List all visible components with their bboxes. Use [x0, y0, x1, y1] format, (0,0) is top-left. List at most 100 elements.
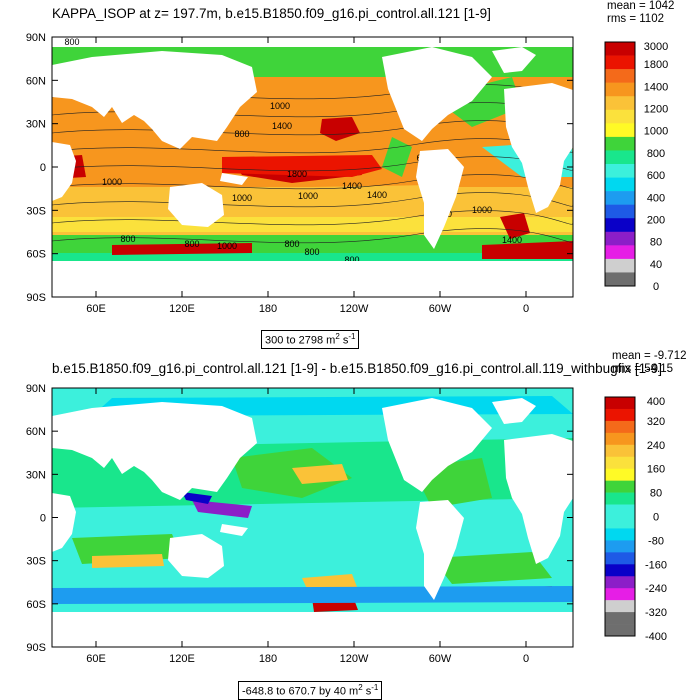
colorbar-swatch: [605, 588, 635, 601]
colorbar-label: -160: [645, 559, 667, 571]
panel2-colorbar: 400 320 240 160 80 0 -80 -160 -240 -320 -400: [604, 396, 667, 643]
land-1: [52, 402, 257, 500]
lon-tick-label: 120W: [340, 653, 369, 665]
field-region-6: [92, 554, 164, 568]
colorbar-label: 3000: [644, 41, 668, 53]
contour-label: 800: [120, 234, 135, 244]
contour-label: 800: [184, 239, 199, 249]
colorbar-swatch: [605, 624, 635, 637]
lon-tick-label: 120E: [169, 653, 195, 665]
panel1-mean: mean = 1042: [607, 0, 675, 12]
colorbar-swatch: [605, 600, 635, 613]
contour-label: 1400: [367, 190, 387, 200]
colorbar-swatch: [605, 245, 635, 260]
colorbar-swatch: [605, 456, 635, 469]
field-region-11: [52, 586, 573, 604]
lat-tick-label: 30S: [26, 556, 46, 568]
contour-label: 1000: [472, 205, 492, 215]
contour-label: 1000: [232, 193, 252, 203]
contour-line: [52, 210, 573, 226]
colorbar-swatch: [605, 552, 635, 565]
colorbar-swatch: [605, 82, 635, 97]
field-region-4: [292, 464, 348, 484]
colorbar-swatch: [605, 42, 635, 56]
field-region-16: [112, 243, 252, 255]
colorbar-swatch: [605, 123, 635, 138]
colorbar-swatch: [605, 258, 635, 273]
colorbar-swatch: [605, 69, 635, 83]
contour-line: [52, 192, 573, 208]
colorbar-swatch: [605, 432, 635, 446]
land-4: [220, 524, 248, 536]
colorbar-frame: [604, 41, 636, 287]
contour-label: 800: [234, 129, 249, 139]
panel2-mean: mean = -9.712: [612, 350, 687, 362]
colorbar-label: -80: [648, 535, 664, 547]
land-4: [220, 173, 248, 185]
land-antarctica-mask: [52, 614, 573, 647]
lat-tick-label: 60S: [26, 249, 46, 261]
colorbar-label: 320: [647, 416, 665, 428]
panel2-field: [52, 388, 573, 647]
colorbar-swatch: [605, 492, 635, 505]
lon-tick-label: 0: [523, 303, 529, 315]
colorbar-swatch: [605, 468, 635, 481]
field-region-13: [182, 492, 212, 504]
field-region-2: [232, 448, 352, 498]
lat-tick-label: 0: [40, 162, 46, 174]
colorbar-label: 1800: [644, 59, 668, 71]
colorbar-frame: [604, 396, 636, 637]
colorbar-swatch: [605, 231, 635, 246]
field-region-9: [500, 213, 530, 239]
colorbar-swatch: [605, 164, 635, 178]
colorbar-label: 0: [653, 281, 659, 293]
land-5: [382, 47, 492, 141]
land-7: [416, 149, 464, 249]
panel2-range-unit: s: [362, 685, 372, 698]
land-6: [492, 398, 536, 424]
lat-tick-label: 30N: [26, 119, 46, 131]
field-region-10: [312, 185, 448, 209]
colorbar-swatch: [605, 504, 635, 517]
contour-label: 1400: [342, 181, 362, 191]
lat-tick-label: 90S: [26, 642, 46, 654]
panel2-map: 90N 60N 30N 0 30S 60S 90S 60E 120E 180 120W 60W 0: [26, 383, 574, 665]
colorbar-swatch: [605, 109, 635, 124]
land-3: [168, 183, 224, 227]
contour-label: 1000: [102, 177, 122, 187]
contour-label: 1400: [272, 121, 292, 131]
land-8: [504, 83, 573, 213]
contour-label: 1000: [298, 191, 318, 201]
land-3: [168, 534, 224, 578]
field-region-11: [382, 137, 412, 177]
lat-tick-label: 90S: [26, 292, 46, 304]
colorbar-swatch: [605, 272, 635, 287]
colorbar-swatch: [605, 136, 635, 151]
lat-tick-label: 60N: [26, 426, 46, 438]
contour-label: 800: [284, 239, 299, 249]
lon-tick-label: 120E: [169, 303, 195, 315]
field-region-13: [432, 77, 522, 127]
colorbar-label: 1400: [644, 81, 668, 93]
lon-tick-label: 60E: [86, 653, 106, 665]
colorbar-swatch: [605, 420, 635, 434]
lat-tick-label: 60S: [26, 599, 46, 611]
colorbar-swatch: [605, 96, 635, 111]
colorbar-label: 800: [647, 148, 665, 160]
panel1-stats: mean = 1042 rms = 1102: [607, 0, 674, 26]
panel1-field: 800 1000 800 1000 1400 1800 1000 1400 1000 1000 80…: [52, 37, 573, 297]
contour-label: 1000: [270, 101, 290, 111]
land-7: [416, 500, 464, 600]
field-region-8: [320, 117, 360, 141]
lon-tick-label: 120W: [340, 303, 369, 315]
contour-label: 800: [304, 247, 319, 257]
contour-label: 1800: [287, 169, 307, 179]
lon-tick-label: 0: [523, 653, 529, 665]
colorbar-swatch: [605, 218, 635, 233]
lat-tick-label: 30S: [26, 205, 46, 217]
field-region-2: [52, 217, 573, 232]
colorbar-swatch: [605, 576, 635, 589]
colorbar-swatch: [605, 408, 635, 422]
